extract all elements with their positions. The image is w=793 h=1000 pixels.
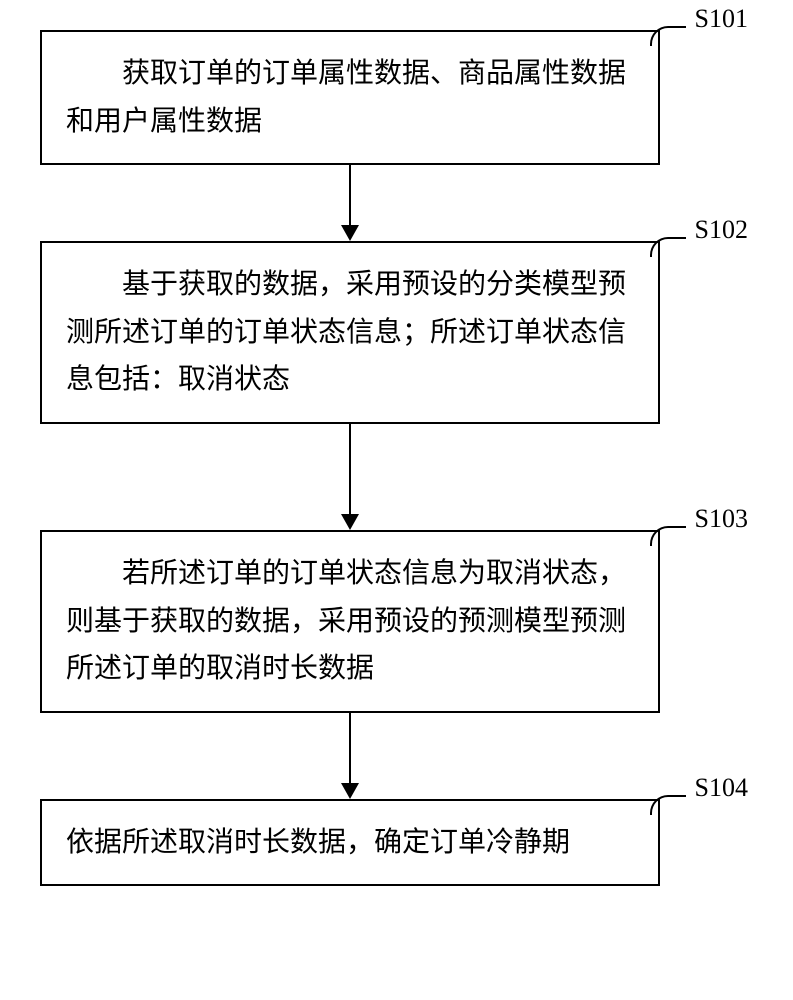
- step-label: S101: [695, 4, 748, 34]
- step-text: 基于获取的数据，采用预设的分类模型预测所述订单的订单状态信息；所述订单状态信息包…: [66, 261, 634, 404]
- flow-step-s101: S101 获取订单的订单属性数据、商品属性数据和用户属性数据: [40, 30, 660, 165]
- step-label: S102: [695, 215, 748, 245]
- arrow-head-icon: [341, 225, 359, 241]
- arrow-line: [349, 165, 351, 225]
- step-text: 依据所述取消时长数据，确定订单冷静期: [66, 819, 634, 867]
- arrow-line: [349, 713, 351, 783]
- flow-step-s102: S102 基于获取的数据，采用预设的分类模型预测所述订单的订单状态信息；所述订单…: [40, 241, 660, 424]
- flow-step-s103: S103 若所述订单的订单状态信息为取消状态，则基于获取的数据，采用预设的预测模…: [40, 530, 660, 713]
- flow-arrow: [40, 165, 660, 241]
- flowchart-container: S101 获取订单的订单属性数据、商品属性数据和用户属性数据 S102 基于获取…: [40, 30, 740, 886]
- flow-arrow: [40, 713, 660, 799]
- arrow-head-icon: [341, 514, 359, 530]
- step-label: S104: [695, 773, 748, 803]
- arrow-head-icon: [341, 783, 359, 799]
- label-connector: [650, 26, 686, 46]
- flow-arrow: [40, 424, 660, 530]
- step-text: 获取订单的订单属性数据、商品属性数据和用户属性数据: [66, 50, 634, 145]
- arrow-line: [349, 424, 351, 514]
- step-label: S103: [695, 504, 748, 534]
- step-text: 若所述订单的订单状态信息为取消状态，则基于获取的数据，采用预设的预测模型预测所述…: [66, 550, 634, 693]
- flow-step-s104: S104 依据所述取消时长数据，确定订单冷静期: [40, 799, 660, 887]
